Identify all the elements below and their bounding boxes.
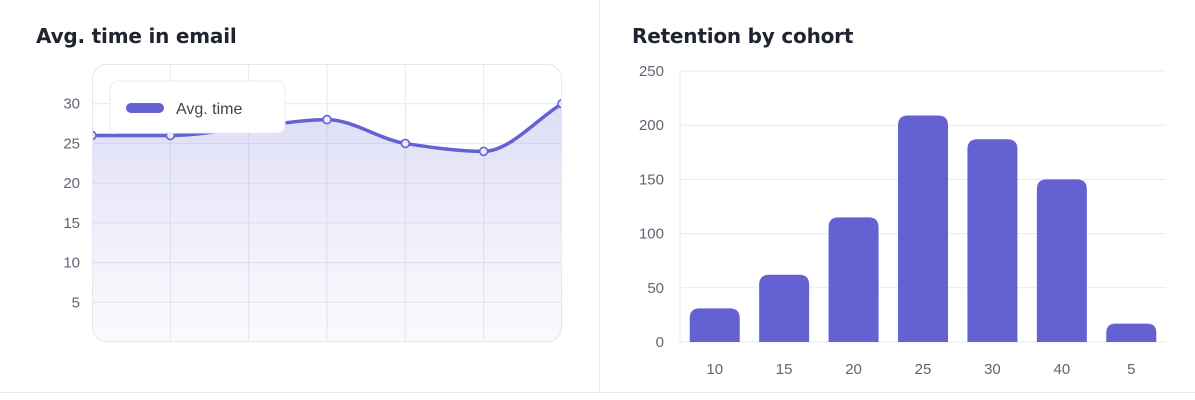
y-tick-label: 15: [63, 215, 80, 232]
legend-label: Avg. time: [176, 101, 243, 118]
line-plot-area: [92, 64, 562, 342]
retention-panel: Retention by cohort 0 50 100 150 200 250 10 15 2…: [600, 0, 1195, 393]
data-point: [478, 146, 489, 157]
legend: Avg. time: [109, 80, 286, 134]
y-tick-label: 0: [656, 334, 664, 351]
y-tick-label: 100: [639, 226, 664, 243]
bar-chart-title: Retention by cohort: [632, 24, 854, 48]
bar-30: [967, 139, 1018, 342]
x-tick-label: 30: [984, 361, 1001, 378]
bar-25: [898, 115, 948, 342]
y-tick-label: 20: [63, 175, 80, 192]
bar-chart[interactable]: 0 50 100 150 200 250 10 15 20 25 30 40 5: [600, 0, 1195, 393]
y-tick-label: 250: [639, 63, 664, 80]
y-tick-label: 30: [63, 96, 80, 113]
x-tick-label: 40: [1054, 361, 1071, 378]
x-tick-label: 15: [776, 361, 793, 378]
bar-15: [759, 274, 810, 342]
y-tick-label: 5: [72, 294, 80, 311]
data-point: [92, 130, 97, 141]
x-tick-label: 25: [915, 361, 932, 378]
bar-20: [828, 217, 879, 342]
data-point: [400, 138, 411, 149]
legend-box: [109, 80, 286, 134]
y-tick-label: 10: [63, 255, 80, 272]
plot-frame: [92, 64, 562, 342]
bar-10: [689, 308, 740, 342]
data-point: [322, 114, 332, 125]
x-tick-label: 20: [845, 361, 862, 378]
bar-40: [1036, 179, 1087, 342]
legend-swatch: [126, 103, 164, 113]
avg-time-panel: Avg. time in email 5 10 15 20 25 30 Avg. time: [0, 0, 600, 393]
y-tick-label: 50: [647, 280, 664, 297]
area-fill: [92, 103, 562, 342]
y-tick-label: 150: [639, 171, 664, 188]
line-chart[interactable]: 5 10 15 20 25 30 Avg. time: [0, 0, 600, 393]
y-tick-label: 200: [639, 117, 664, 134]
x-tick-label: 10: [706, 361, 723, 378]
data-point: [557, 98, 562, 109]
x-tick-label: 5: [1127, 361, 1135, 378]
bar-5: [1106, 323, 1157, 342]
line-chart-title: Avg. time in email: [36, 24, 237, 48]
y-tick-label: 25: [63, 135, 80, 152]
